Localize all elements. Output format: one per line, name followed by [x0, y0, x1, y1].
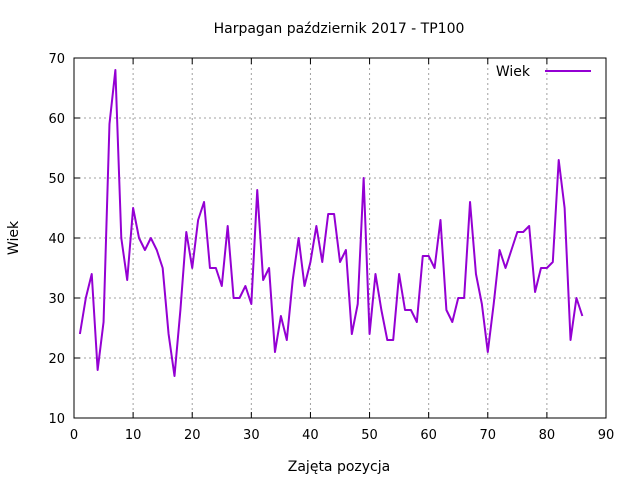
x-tick-label-4: 40: [302, 428, 319, 443]
legend-label-wiek: Wiek: [496, 64, 531, 80]
grid-lines: [74, 58, 606, 418]
x-tick-label-5: 50: [361, 428, 378, 443]
x-tick-labels: 0 10 20 30 40 50 60 70 80 90: [70, 428, 614, 443]
series-group: [78, 69, 584, 377]
y-tick-label-2: 30: [48, 292, 65, 307]
y-tick-label-1: 20: [48, 352, 65, 367]
x-tick-label-1: 10: [125, 428, 142, 443]
x-tick-label-9: 90: [598, 428, 615, 443]
chart-title: Harpagan październik 2017 - TP100: [214, 21, 465, 37]
y-axis-label: Wiek: [6, 220, 22, 255]
legend: Wiek: [496, 64, 591, 80]
x-tick-label-7: 70: [480, 428, 497, 443]
y-tick-label-0: 10: [48, 412, 65, 427]
series-line-0: [78, 69, 584, 377]
x-tick-label-0: 0: [70, 428, 78, 443]
x-tick-label-6: 60: [420, 428, 437, 443]
plot-frame: [73, 57, 607, 419]
y-tick-label-4: 50: [48, 172, 65, 187]
y-tick-labels: 10 20 30 40 50 60 70: [48, 52, 65, 427]
y-tick-label-6: 70: [48, 52, 65, 67]
x-tick-label-8: 80: [539, 428, 556, 443]
x-tick-label-2: 20: [184, 428, 201, 443]
x-tick-label-3: 30: [243, 428, 260, 443]
x-axis-label: Zajęta pozycja: [288, 459, 390, 475]
y-tick-label-3: 40: [48, 232, 65, 247]
y-tick-label-5: 60: [48, 112, 65, 127]
